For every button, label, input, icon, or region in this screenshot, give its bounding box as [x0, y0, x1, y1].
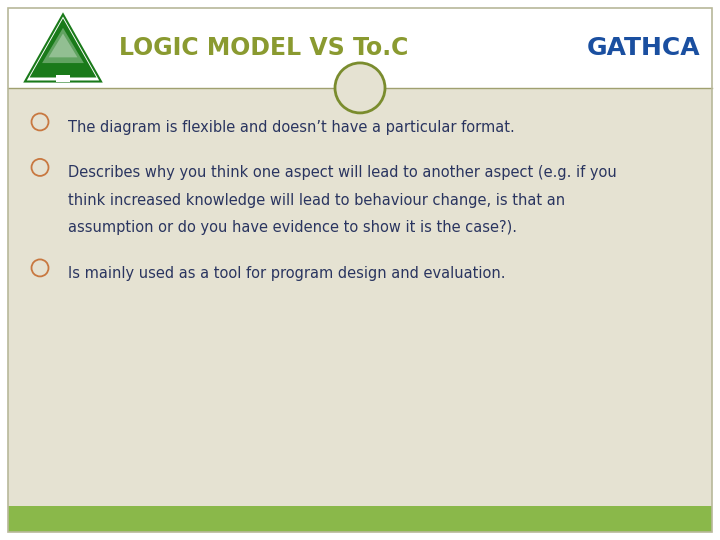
- Text: The diagram is flexible and doesn’t have a particular format.: The diagram is flexible and doesn’t have…: [68, 120, 515, 135]
- Bar: [8, 8, 712, 88]
- Polygon shape: [48, 33, 78, 57]
- Text: GATHCA: GATHCA: [586, 36, 700, 60]
- Text: Describes why you think one aspect will lead to another aspect (e.g. if you: Describes why you think one aspect will …: [68, 165, 617, 180]
- Bar: [56, 75, 70, 82]
- Polygon shape: [30, 18, 96, 78]
- Text: Is mainly used as a tool for program design and evaluation.: Is mainly used as a tool for program des…: [68, 266, 505, 281]
- Circle shape: [335, 63, 385, 113]
- Text: think increased knowledge will lead to behaviour change, is that an: think increased knowledge will lead to b…: [68, 193, 565, 208]
- Text: assumption or do you have evidence to show it is the case?).: assumption or do you have evidence to sh…: [68, 220, 517, 235]
- Bar: [8, 506, 712, 532]
- Polygon shape: [42, 28, 84, 63]
- Polygon shape: [25, 15, 101, 82]
- Text: LOGIC MODEL VS To.C: LOGIC MODEL VS To.C: [119, 36, 408, 60]
- Bar: [8, 88, 712, 506]
